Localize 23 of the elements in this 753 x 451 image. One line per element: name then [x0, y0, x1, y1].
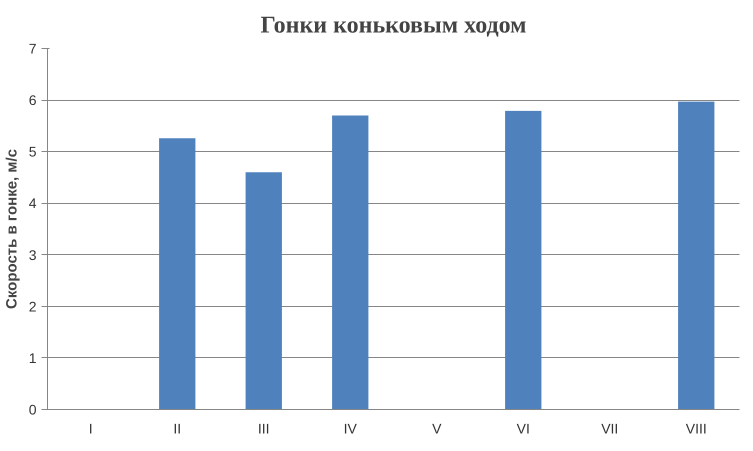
x-tick-label: V [432, 420, 442, 436]
x-tick-label: IV [344, 420, 358, 436]
y-axis-title: Скорость в гонке, м/с [4, 149, 21, 309]
y-tick-label: 5 [28, 144, 37, 160]
bar [246, 172, 282, 410]
x-tick-label: I [88, 420, 93, 436]
y-tick-label: 6 [28, 92, 37, 108]
bar [678, 102, 714, 410]
y-tick-label: 4 [28, 195, 37, 212]
x-tick-label: II [173, 420, 182, 436]
x-tick-label: VII [601, 420, 618, 436]
bar [159, 138, 196, 410]
y-tick-label: 7 [28, 40, 37, 56]
y-tick-label: 3 [28, 246, 37, 263]
x-tick-label: VI [516, 420, 530, 436]
chart-title: Гонки коньковым ходом [260, 12, 527, 38]
x-tick-label: VIII [686, 420, 707, 436]
y-tick-label: 0 [28, 402, 37, 418]
y-tick-label: 1 [28, 350, 37, 366]
bar [332, 116, 368, 410]
bar [505, 110, 542, 410]
y-tick-label: 2 [28, 298, 37, 314]
x-tick-label: III [258, 420, 270, 436]
